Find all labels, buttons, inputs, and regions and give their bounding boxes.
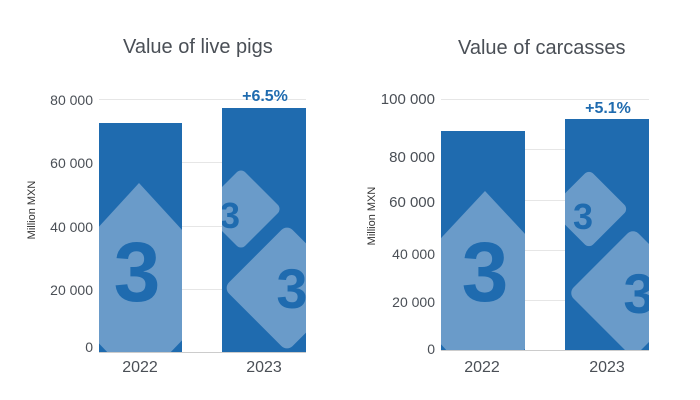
bar-2022: 3 xyxy=(441,131,525,350)
svg-text:3: 3 xyxy=(573,196,593,237)
watermark-diamond-icon: 3 3 xyxy=(565,171,649,350)
watermark-diamond-icon: 3 xyxy=(99,183,182,352)
change-label: +6.5% xyxy=(242,88,288,105)
y-tick: 40 000 xyxy=(50,219,93,235)
chart-live-pigs: Value of live pigs Million MXN 80 000 60… xyxy=(26,36,306,376)
chart-carcasses: Value of carcasses Million MXN 100 000 8… xyxy=(350,0,700,400)
x-axis-line xyxy=(99,352,306,353)
gridline-100000 xyxy=(441,99,649,100)
y-tick: 40 000 xyxy=(392,246,435,262)
svg-text:3: 3 xyxy=(276,257,306,320)
chart-title: Value of live pigs xyxy=(123,36,273,58)
svg-text:3: 3 xyxy=(222,195,240,236)
y-tick: 0 xyxy=(427,341,435,357)
gridline-60000 xyxy=(99,162,306,163)
x-tick: 2022 xyxy=(464,359,500,376)
bar-2022: 3 xyxy=(99,123,182,352)
y-tick: 80 000 xyxy=(389,149,435,166)
y-tick: 0 xyxy=(85,339,93,355)
gridline-40000 xyxy=(99,226,306,227)
change-label: +5.1% xyxy=(585,100,631,117)
y-tick: 100 000 xyxy=(380,91,435,108)
chart-title: Value of carcasses xyxy=(458,37,626,59)
gridline-20000 xyxy=(99,289,306,290)
y-tick: 60 000 xyxy=(389,194,435,211)
watermark-diamond-icon: 3 xyxy=(441,191,525,350)
bar-2023: 3 3 xyxy=(222,108,306,352)
gridline-80000 xyxy=(441,149,649,150)
x-tick: 2022 xyxy=(122,359,158,376)
svg-text:3: 3 xyxy=(623,262,649,325)
svg-text:3: 3 xyxy=(462,225,509,319)
y-tick: 80 000 xyxy=(50,92,93,108)
bar-2023: 3 3 xyxy=(565,119,649,350)
x-tick: 2023 xyxy=(246,359,282,376)
watermark-diamond-icon: 3 3 xyxy=(222,170,306,349)
y-tick: 20 000 xyxy=(50,282,93,298)
x-axis-line xyxy=(441,350,649,351)
y-tick: 60 000 xyxy=(50,155,93,171)
y-tick: 20 000 xyxy=(392,294,435,310)
gridline-80000 xyxy=(99,99,306,100)
gridline-20000 xyxy=(441,300,649,301)
svg-text:3: 3 xyxy=(114,225,161,319)
y-axis-label: Million MXN xyxy=(366,186,378,246)
gridline-60000 xyxy=(441,200,649,201)
x-tick: 2023 xyxy=(589,359,625,376)
gridline-40000 xyxy=(441,250,649,251)
